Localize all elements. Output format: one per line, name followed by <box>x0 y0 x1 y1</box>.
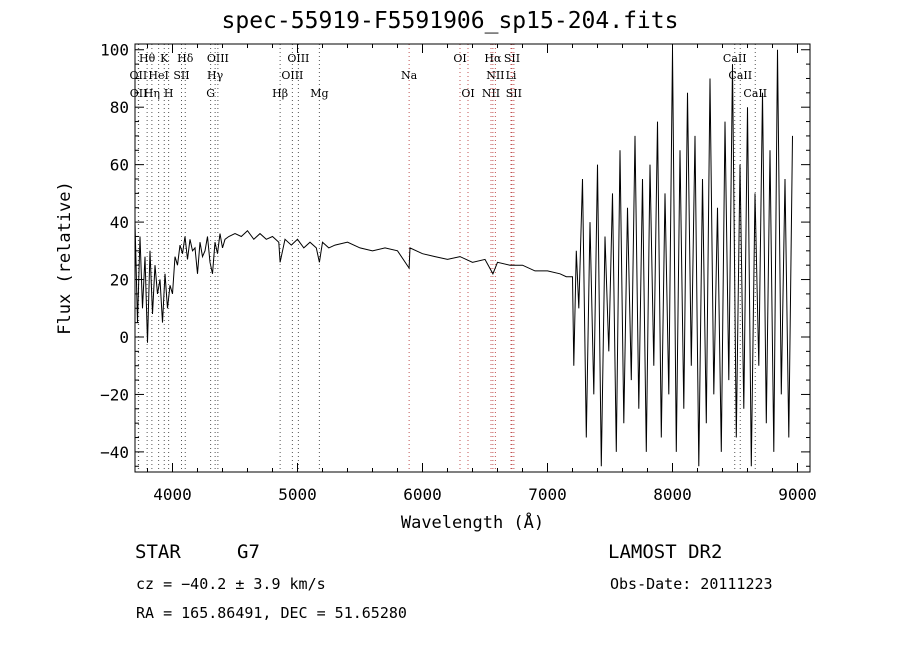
line-label: NII <box>482 87 500 100</box>
line-label: Li <box>506 69 517 82</box>
plot-frame <box>134 43 811 473</box>
line-label: Hθ <box>139 52 156 65</box>
line-label: OIII <box>287 52 309 65</box>
x-tick-label: 8000 <box>653 485 692 504</box>
line-label: OII <box>130 69 148 82</box>
line-label: Hα <box>484 52 502 65</box>
line-label: Mg <box>310 87 328 100</box>
y-tick-label: 0 <box>119 328 129 347</box>
object-subclass: G7 <box>237 541 260 563</box>
object-class: STAR <box>135 541 181 563</box>
line-label: OI <box>453 52 466 65</box>
line-label: OIII <box>207 52 229 65</box>
line-label: Na <box>401 69 418 82</box>
x-tick-label: 7000 <box>528 485 567 504</box>
survey-name: LAMOST DR2 <box>608 541 723 563</box>
line-label: HeI <box>148 69 168 82</box>
x-tick-label: 5000 <box>278 485 317 504</box>
line-label: CaII <box>723 52 747 65</box>
line-label: CaII <box>728 69 752 82</box>
line-label: OI <box>461 87 474 100</box>
y-tick-label: 20 <box>110 271 129 290</box>
line-label: G <box>206 87 215 100</box>
ra-dec-coordinates: RA = 165.86491, DEC = 51.65280 <box>136 604 407 622</box>
x-tick-label: 4000 <box>153 485 192 504</box>
line-label: Hβ <box>272 87 288 100</box>
x-tick-label: 6000 <box>403 485 442 504</box>
line-label: H <box>164 87 174 100</box>
line-label: Hγ <box>207 69 224 82</box>
y-tick-label: 60 <box>110 156 129 175</box>
line-label: SII <box>506 87 522 100</box>
line-label: SII <box>173 69 189 82</box>
line-label: Hδ <box>177 52 194 65</box>
axis-ticks: 4000 5000 6000 7000 8000 9000 −40 −20 0 20 40 60 80 1… <box>100 41 817 504</box>
line-label: OII <box>130 87 148 100</box>
observation-date: Obs-Date: 20111223 <box>610 575 773 593</box>
line-markers <box>137 44 756 472</box>
y-tick-label: 40 <box>110 213 129 232</box>
chart-title: spec-55919-F5591906_sp15-204.fits <box>221 8 679 34</box>
x-tick-label: 9000 <box>778 485 817 504</box>
redshift-velocity: cz = −40.2 ± 3.9 km/s <box>136 575 326 593</box>
y-tick-label: 100 <box>100 41 129 60</box>
y-axis-label: Flux (relative) <box>55 181 75 335</box>
y-tick-label: −40 <box>100 443 129 462</box>
line-label: SII <box>504 52 520 65</box>
line-label: Hη <box>144 87 160 100</box>
line-label: CaII <box>743 87 767 100</box>
line-label: K <box>160 52 169 65</box>
line-label: NII <box>486 69 504 82</box>
y-tick-label: −20 <box>100 385 129 404</box>
line-label: OIII <box>281 69 303 82</box>
y-tick-label: 80 <box>110 98 129 117</box>
x-axis-label: Wavelength (Å) <box>401 511 544 533</box>
spectrum-line <box>134 49 793 467</box>
